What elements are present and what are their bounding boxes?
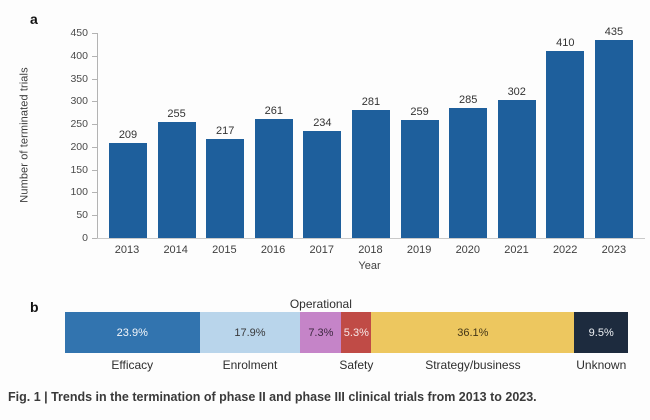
bar-slot-2017: 234: [303, 117, 342, 238]
segment-category-label-safety: Safety: [339, 358, 374, 372]
bar-2016: [254, 119, 293, 238]
bar-value-label: 285: [458, 94, 478, 107]
bar-2015: [206, 139, 245, 238]
x-axis-tick-labels: 2013 2014 2015 2016 2017 2018 2019 2020 2021 2022…: [97, 244, 642, 256]
bar-slot-2019: 259: [400, 106, 439, 238]
y-tick-mark: [92, 101, 97, 103]
y-tick-mark: [92, 55, 97, 57]
y-tick-label: 250: [70, 118, 88, 131]
y-tick-mark: [92, 146, 97, 148]
segment-category-label-unknown: Unknown: [576, 358, 627, 372]
bar-value-label: 255: [167, 107, 186, 120]
bar-value-label: 234: [313, 117, 332, 130]
segment-category-label-strategy-business: Strategy/business: [425, 358, 521, 372]
bar-slot-2021: 302: [497, 86, 536, 238]
x-tick-label-2019: 2019: [406, 244, 432, 256]
bar-2017: [303, 131, 342, 238]
bar-value-label: 302: [507, 86, 526, 99]
y-axis-label: Number of terminated trials: [18, 67, 31, 203]
bar-slot-2020: 285: [449, 94, 488, 238]
bar-slot-2016: 261: [254, 105, 293, 238]
x-tick-label-2022: 2022: [552, 244, 578, 256]
bar-slot-2014: 255: [157, 107, 196, 238]
x-tick-label-2016: 2016: [260, 244, 286, 256]
y-tick-label: 0: [82, 232, 88, 244]
bar-2021: [497, 100, 536, 238]
bar-slot-2015: 217: [206, 125, 245, 238]
stacked-segment-strategy-business: 36.1%: [371, 312, 575, 353]
panel-a-label: a: [30, 11, 38, 27]
y-tick-mark: [92, 124, 97, 126]
stacked-segment-efficacy: 23.9%: [65, 312, 200, 353]
panel-b-label: b: [30, 299, 39, 315]
x-tick-label-2021: 2021: [504, 244, 529, 256]
bar-slot-2022: 410: [546, 37, 585, 238]
y-tick-label: 450: [70, 27, 88, 39]
x-tick-label-2017: 2017: [309, 244, 334, 256]
x-tick-label-2013: 2013: [114, 244, 140, 256]
y-tick-label: 400: [70, 49, 88, 62]
stacked-segment-operational: 7.3%: [300, 312, 342, 353]
x-axis-line: [97, 238, 645, 239]
bar-value-label: 209: [118, 128, 138, 141]
bar-value-label: 281: [361, 96, 381, 108]
y-tick-mark: [92, 238, 97, 239]
segment-category-label-efficacy: Efficacy: [111, 358, 154, 372]
y-tick-mark: [92, 33, 97, 34]
y-tick-label: 100: [70, 186, 88, 199]
bar-value-label: 410: [556, 37, 575, 50]
bar-value-label: 259: [410, 106, 429, 119]
bar-value-label: 261: [264, 105, 283, 118]
bar-slot-2023: 435: [594, 25, 633, 238]
y-tick-mark: [92, 169, 97, 171]
y-tick-mark: [92, 78, 97, 80]
stacked-bar: 23.9% 17.9% 7.3% 5.3% 36.1% 9.5%: [65, 312, 628, 353]
y-tick-label: 150: [70, 163, 88, 176]
figure-caption: Fig. 1 | Trends in the termination of ph…: [8, 390, 537, 404]
y-tick-label: 50: [76, 209, 88, 222]
stacked-bar-labels-below: Efficacy Enrolment Safety Strategy/business…: [65, 358, 628, 373]
bar-2022: [546, 51, 585, 238]
y-tick-label: 300: [70, 95, 88, 108]
x-tick-label-2020: 2020: [455, 244, 481, 256]
stacked-segment-unknown: 9.5%: [574, 312, 628, 353]
stacked-segment-safety: 5.3%: [341, 312, 372, 353]
bar-2018: [351, 110, 390, 238]
bar-2014: [157, 121, 196, 238]
x-tick-label-2014: 2014: [163, 244, 188, 256]
x-tick-label-2015: 2015: [212, 244, 237, 256]
bar-2023: [594, 39, 633, 238]
y-tick-label: 200: [70, 140, 88, 153]
bar-slot-2018: 281: [351, 96, 390, 238]
segment-category-label-enrolment: Enrolment: [222, 358, 278, 372]
bar-value-label: 435: [604, 25, 624, 38]
bar-value-label: 217: [216, 125, 235, 138]
x-axis-label: Year: [358, 260, 381, 272]
y-tick-label: 350: [70, 72, 88, 85]
bar-2019: [400, 120, 439, 238]
y-tick-mark: [92, 215, 97, 217]
x-tick-label-2018: 2018: [358, 244, 383, 256]
bars-container: 209 255 217 261 234 281 259 285 302 410 435: [98, 26, 642, 238]
y-tick-mark: [92, 192, 97, 194]
stacked-bar-labels-above: Operational: [65, 297, 628, 311]
segment-category-label-operational: Operational: [289, 297, 352, 311]
bar-slot-2013: 209: [109, 129, 147, 238]
stacked-segment-enrolment: 17.9%: [199, 312, 301, 353]
bar-2013: [109, 142, 147, 238]
bar-2020: [449, 108, 488, 238]
x-tick-label-2023: 2023: [601, 244, 627, 256]
bar-chart-plot-area: 209 255 217 261 234 281 259 285 302 410 435: [97, 26, 642, 238]
